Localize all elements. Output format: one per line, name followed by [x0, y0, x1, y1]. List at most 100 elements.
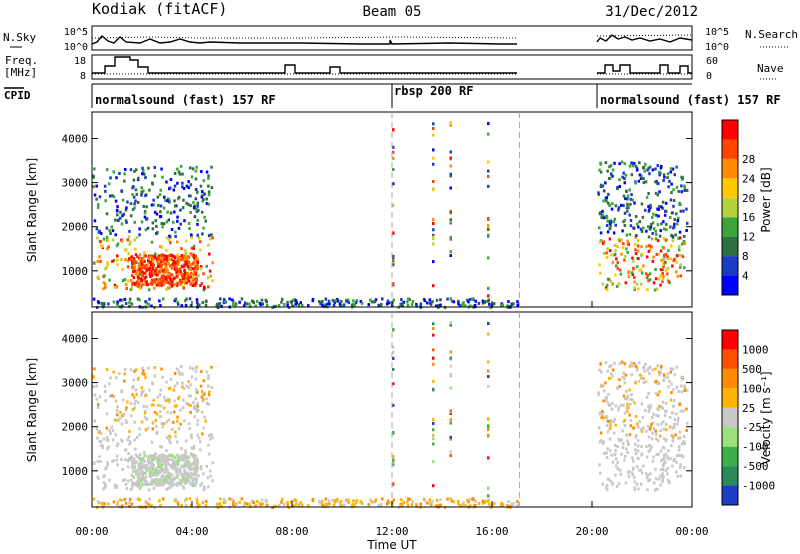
cpid-segment-1: normalsound (fast) 157 RF [95, 93, 276, 107]
colorbar-tick-label: -500 [742, 460, 769, 473]
velocity-cell [131, 386, 134, 390]
power-cell [406, 300, 409, 304]
velocity-cell [137, 465, 140, 468]
velocity-cell [174, 434, 177, 438]
velocity-cell [189, 482, 192, 486]
velocity-cell [165, 420, 169, 424]
power-cell [130, 273, 134, 277]
power-cell [191, 280, 194, 284]
velocity-cell [449, 386, 452, 390]
velocity-cell [639, 427, 643, 431]
power-cell [180, 254, 183, 258]
velocity-cell [678, 403, 681, 407]
velocity-cell [140, 420, 144, 424]
power-cell [124, 168, 127, 171]
velocity-cell [605, 424, 609, 427]
power-cell [181, 258, 185, 262]
power-cell [96, 300, 100, 304]
power-cell [385, 302, 389, 306]
velocity-cell [471, 497, 474, 501]
power-cell [432, 218, 435, 222]
power-cell [128, 242, 131, 246]
power-cell [605, 283, 609, 287]
power-cell [659, 229, 662, 233]
power-cell [187, 180, 190, 184]
velocity-cell [151, 462, 155, 466]
velocity-cell [189, 394, 193, 398]
power-cell [133, 202, 136, 206]
velocity-cell [243, 501, 247, 505]
power-cell [664, 252, 668, 256]
velocity-cell [634, 435, 637, 439]
velocity-cell [116, 454, 119, 458]
power-cell [103, 184, 107, 188]
power-cell [183, 274, 186, 278]
velocity-cell [136, 401, 140, 404]
velocity-cell [171, 462, 175, 466]
power-cell [110, 225, 113, 229]
power-cell [683, 266, 686, 270]
velocity-cell [169, 464, 173, 468]
velocity-cell [675, 412, 678, 416]
power-cell [178, 267, 182, 271]
power-cell [678, 203, 681, 207]
velocity-cell [134, 447, 137, 451]
velocity-cell [169, 378, 173, 381]
velocity-cell [171, 483, 174, 487]
power-cell [174, 297, 178, 301]
velocity-cell [431, 500, 434, 504]
power-cell [209, 237, 212, 241]
velocity-cell [179, 408, 182, 412]
velocity-cell [432, 484, 435, 488]
velocity-cell [139, 453, 142, 457]
colorbar-swatch [722, 120, 738, 140]
velocity-cell [598, 412, 602, 416]
velocity-cell [157, 483, 161, 487]
velocity-cell [432, 333, 435, 337]
velocity-cell [681, 455, 685, 459]
velocity-cell [651, 421, 655, 425]
velocity-cell [637, 425, 640, 429]
velocity-cell [128, 501, 131, 505]
power-cell [107, 302, 110, 306]
beam-title: Beam 05 [362, 4, 421, 20]
velocity-cell [647, 366, 650, 370]
velocity-cell [127, 451, 130, 455]
velocity-cell [367, 503, 370, 507]
velocity-cell [629, 402, 632, 406]
velocity-cell [141, 457, 145, 461]
power-cell [140, 193, 143, 197]
nave-label: Nave [757, 62, 784, 75]
velocity-cell [635, 482, 639, 486]
velocity-cell [683, 466, 686, 470]
power-cell [487, 122, 490, 125]
power-cell [194, 188, 198, 191]
velocity-cell [666, 376, 669, 380]
power-cell [660, 258, 663, 262]
velocity-cell [123, 379, 126, 383]
power-cell [196, 201, 199, 205]
velocity-cell [174, 461, 177, 465]
power-cell [199, 184, 203, 188]
velocity-cell [141, 477, 145, 481]
power-cell [648, 172, 651, 176]
power-cell [350, 303, 354, 307]
velocity-cell [609, 420, 613, 424]
power-cell [191, 284, 195, 288]
velocity-cell [646, 474, 650, 477]
velocity-cell [184, 451, 188, 455]
velocity-cell [120, 422, 124, 426]
velocity-cell [126, 438, 129, 442]
power-cell [602, 240, 605, 244]
velocity-cell [146, 467, 150, 471]
power-cell [135, 261, 138, 264]
power-cell [194, 177, 198, 181]
velocity-cell [261, 502, 264, 506]
power-cell [658, 190, 661, 194]
power-cell [432, 133, 435, 137]
power-cell [647, 192, 650, 195]
velocity-cell [106, 439, 110, 442]
